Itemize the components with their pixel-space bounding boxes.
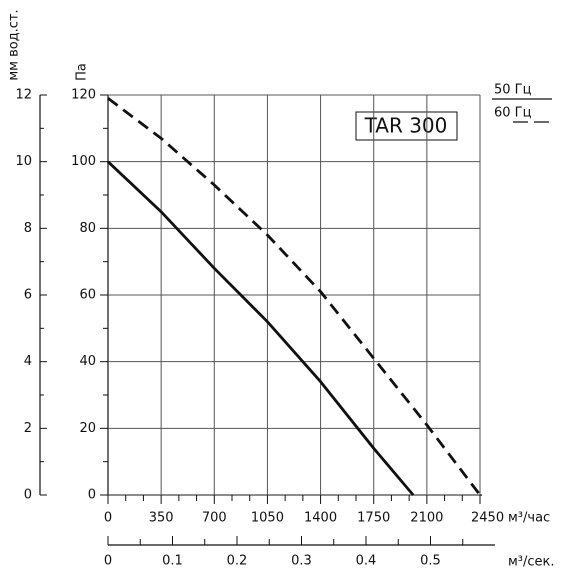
x2-axis-label: м³/сек. [508,555,555,570]
y2-tick-label: 6 [24,288,32,303]
x-tick-label: 0 [104,511,112,526]
x-axis-label: м³/час [508,511,550,526]
y2-tick-label: 2 [24,421,32,436]
x-tick-label: 1400 [304,511,337,526]
y-axis-label: Па [75,63,90,81]
y2-tick-label: 10 [15,154,32,169]
y2-tick-label: 12 [15,88,32,103]
legend-label: 60 Гц [494,106,532,121]
y-tick-label: 60 [79,288,96,303]
y-tick-label: 120 [71,88,96,103]
y-tick-label: 40 [79,354,96,369]
x-tick-label: 350 [149,511,174,526]
x2-tick-label: 0.5 [420,554,441,569]
y2-tick-label: 8 [24,221,32,236]
series-line [107,97,482,496]
y2-axis-label: мм вод.ст. [7,9,22,80]
y2-tick-label: 4 [24,354,32,369]
x-tick-label: 1750 [357,511,390,526]
x2-tick-label: 0.4 [356,554,377,569]
y2-tick-label: 0 [24,488,32,503]
y-tick-label: 100 [71,154,96,169]
series-line [107,160,415,496]
x2-tick-label: 0 [104,554,112,569]
y-tick-label: 20 [79,421,96,436]
chart-title: TAR 300 [364,114,448,138]
x-tick-label: 1050 [251,511,284,526]
x2-tick-label: 0.2 [227,554,248,569]
x-tick-label: 2450 [471,511,504,526]
title-box [355,111,458,141]
x2-tick-label: 0.1 [162,554,183,569]
x2-tick-label: 0.3 [291,554,312,569]
x-tick-label: 700 [202,511,227,526]
y-tick-label: 0 [88,488,96,503]
y-tick-label: 80 [79,221,96,236]
legend-label: 50 Гц [494,83,532,98]
x-tick-label: 2100 [410,511,443,526]
